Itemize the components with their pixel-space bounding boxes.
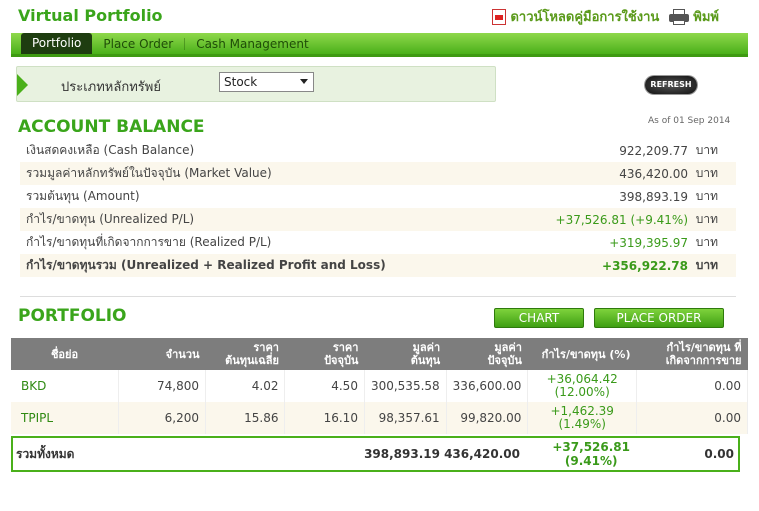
balance-label: กำไร/ขาดทุนที่เกิดจากการขาย (Realized P/…: [26, 235, 272, 249]
total-pl-percent: (9.41%): [564, 454, 618, 468]
pl-value: +36,064.42: [546, 372, 618, 386]
balance-row-unrealized-pl: กำไร/ขาดทุน (Unrealized P/L) +37,526.81 …: [20, 208, 736, 231]
account-balance-title: ACCOUNT BALANCE: [18, 117, 205, 137]
pl-percent: (1.49%): [558, 417, 606, 431]
balance-value: +319,395.97: [609, 235, 688, 250]
realized-cell: 0.00: [636, 402, 749, 434]
currency-unit: บาท: [695, 212, 718, 226]
balance-row-amount: รวมต้นทุน (Amount) 398,893.19 บาท: [20, 185, 736, 208]
table-header-row: ชื่อย่อ จำนวน ราคา ต้นทุนเฉลี่ย ราคา ปัจ…: [11, 338, 748, 370]
cost-value-cell: 300,535.58: [364, 370, 447, 402]
currency-unit: บาท: [695, 143, 718, 157]
price-cell: 4.50: [284, 370, 365, 402]
currency-unit: บาท: [695, 166, 718, 180]
total-label: รวมทั้งหมด: [16, 446, 75, 461]
avg-cost-cell: 4.02: [205, 370, 286, 402]
currency-unit: บาท: [695, 258, 718, 272]
pl-percent: (12.00%): [554, 385, 610, 399]
column-header: กำไร/ขาดทุน (%): [527, 338, 637, 370]
pl-value: +1,462.39: [550, 404, 614, 418]
arrow-icon: [17, 74, 28, 96]
balance-value: 398,893.19: [619, 189, 688, 204]
place-order-button[interactable]: PLACE ORDER: [594, 308, 724, 328]
security-type-select[interactable]: Stock: [219, 72, 314, 92]
qty-cell: 74,800: [118, 370, 207, 402]
cost-value-cell: 98,357.61: [364, 402, 447, 434]
download-manual-link[interactable]: ดาวน์โหลดคู่มือการใช้งาน: [492, 6, 659, 27]
market-value-cell: 99,820.00: [446, 402, 529, 434]
symbol-cell[interactable]: BKD: [11, 370, 119, 402]
balance-row-cash: เงินสดคงเหลือ (Cash Balance) 922,209.77 …: [20, 139, 736, 162]
balance-value: +356,922.78: [602, 258, 688, 273]
print-label: พิมพ์: [693, 10, 719, 25]
pl-cell: +1,462.39 (1.49%): [527, 402, 637, 434]
download-manual-label: ดาวน์โหลดคู่มือการใช้งาน: [510, 10, 660, 25]
total-pl: +37,526.81 (9.41%): [552, 440, 630, 468]
balance-row-market-value: รวมมูลค่าหลักทรัพย์ในปัจจุบัน (Market Va…: [20, 162, 736, 185]
market-value-cell: 336,600.00: [446, 370, 529, 402]
tab-cash-management[interactable]: Cash Management: [196, 36, 309, 51]
currency-unit: บาท: [695, 189, 718, 203]
balance-value: +37,526.81 (+9.41%): [555, 212, 688, 227]
balance-row-total-pl: กำไร/ขาดทุนรวม (Unrealized + Realized Pr…: [20, 254, 736, 277]
column-header: จำนวน: [118, 338, 206, 370]
total-pl-value: +37,526.81: [552, 440, 630, 454]
app-title: Virtual Portfolio: [18, 6, 163, 25]
section-divider: [20, 296, 736, 297]
print-link[interactable]: พิมพ์: [669, 6, 719, 27]
column-header: ราคา ปัจจุบัน: [284, 338, 365, 370]
column-header: ราคา ต้นทุนเฉลี่ย: [205, 338, 285, 370]
portfolio-title: PORTFOLIO: [18, 306, 127, 326]
as-of-date: As of 01 Sep 2014: [648, 116, 731, 126]
total-cost-value: 398,893.19: [364, 447, 440, 461]
security-type-label: ประเภทหลักทรัพย์: [61, 80, 161, 95]
balance-label: รวมมูลค่าหลักทรัพย์ในปัจจุบัน (Market Va…: [26, 166, 272, 180]
tab-bar: Portfolio Place Order Cash Management: [11, 33, 748, 57]
balance-label: เงินสดคงเหลือ (Cash Balance): [26, 143, 195, 157]
currency-unit: บาท: [695, 235, 718, 249]
pdf-icon: [492, 8, 507, 25]
symbol-cell[interactable]: TPIPL: [11, 402, 119, 434]
balance-value: 922,209.77: [619, 143, 688, 158]
realized-cell: 0.00: [636, 370, 749, 402]
chevron-down-icon: [300, 79, 308, 84]
column-header: กำไร/ขาดทุน ที่ เกิดจากการขาย: [636, 338, 748, 370]
balance-label: กำไร/ขาดทุนรวม (Unrealized + Realized Pr…: [26, 258, 386, 272]
price-cell: 16.10: [284, 402, 365, 434]
tab-portfolio[interactable]: Portfolio: [21, 33, 93, 54]
balance-value: 436,420.00: [619, 166, 688, 181]
tab-place-order[interactable]: Place Order: [103, 36, 174, 51]
printer-icon: [669, 8, 690, 25]
refresh-button[interactable]: REFRESH: [645, 76, 697, 94]
table-row[interactable]: BKD 74,800 4.02 4.50 300,535.58 336,600.…: [11, 370, 749, 402]
qty-cell: 6,200: [118, 402, 207, 434]
security-type-value: Stock: [224, 75, 258, 89]
top-links: ดาวน์โหลดคู่มือการใช้งาน พิมพ์: [492, 6, 719, 27]
column-header: มูลค่า ต้นทุน: [364, 338, 447, 370]
column-header: มูลค่า ปัจจุบัน: [446, 338, 528, 370]
balance-row-realized-pl: กำไร/ขาดทุนที่เกิดจากการขาย (Realized P/…: [20, 231, 736, 254]
chart-button[interactable]: CHART: [494, 308, 584, 328]
portfolio-total-row: รวมทั้งหมด 398,893.19 436,420.00 +37,526…: [11, 436, 740, 472]
avg-cost-cell: 15.86: [205, 402, 286, 434]
pl-cell: +36,064.42 (12.00%): [527, 370, 637, 402]
security-type-filter: ประเภทหลักทรัพย์ Stock: [16, 66, 496, 102]
balance-label: กำไร/ขาดทุน (Unrealized P/L): [26, 212, 195, 226]
total-realized: 0.00: [704, 447, 734, 461]
total-market-value: 436,420.00: [444, 447, 520, 461]
tab-separator: [184, 37, 186, 50]
balance-label: รวมต้นทุน (Amount): [26, 189, 140, 203]
portfolio-table: ชื่อย่อ จำนวน ราคา ต้นทุนเฉลี่ย ราคา ปัจ…: [11, 338, 749, 434]
column-header: ชื่อย่อ: [11, 338, 119, 370]
table-row[interactable]: TPIPL 6,200 15.86 16.10 98,357.61 99,820…: [11, 402, 749, 434]
